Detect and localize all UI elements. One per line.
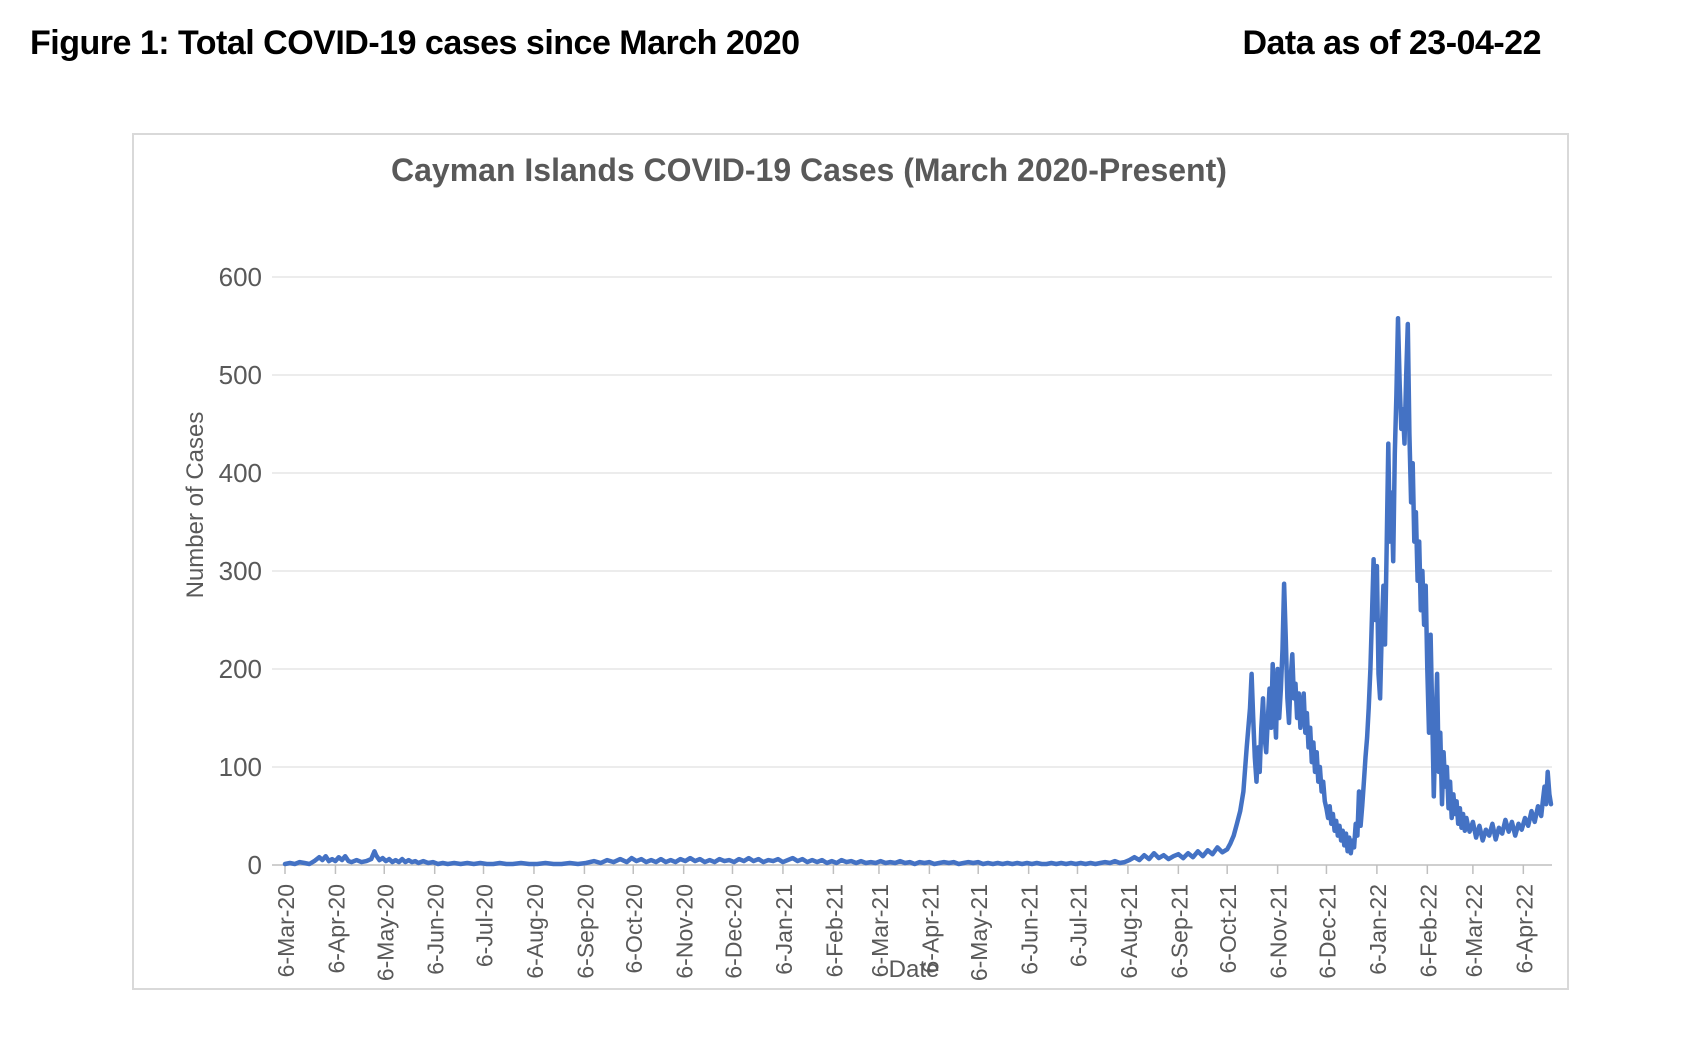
x-axis-tick-label: 6-Jan-22 [1365, 884, 1391, 975]
x-axis-tick-label: 6-Apr-20 [323, 884, 349, 973]
x-axis-tick-label: 6-Dec-20 [720, 884, 746, 979]
x-axis-tick-label: 6-May-20 [372, 884, 398, 981]
y-axis-title: Number of Cases [182, 411, 209, 599]
x-axis-tick-label: 6-Aug-21 [1116, 884, 1142, 979]
y-axis-tick-label: 300 [219, 556, 262, 586]
data-as-of-label: Data as of 23-04-22 [1242, 24, 1541, 62]
chart-title: Cayman Islands COVID-19 Cases (March 202… [391, 152, 1227, 188]
x-axis-tick-label: 6-Jun-21 [1017, 884, 1043, 975]
x-axis-tick-label: 6-Feb-21 [821, 884, 847, 977]
x-axis-tick-label: 6-Sep-20 [572, 884, 598, 979]
x-axis-tick-label: 6-Jun-20 [423, 884, 449, 975]
x-axis-tick-label: 6-Mar-20 [273, 884, 299, 977]
y-axis-tick-label: 200 [219, 654, 262, 684]
x-axis-tick-label: 6-Nov-20 [672, 884, 698, 979]
x-axis-tick-label: 6-Sep-21 [1166, 884, 1192, 979]
y-axis-tick-label: 0 [248, 850, 262, 880]
y-axis-tick-label: 400 [219, 458, 262, 488]
x-axis-tick-label: 6-Aug-20 [522, 884, 548, 979]
x-axis-tick-label: 6-Apr-22 [1511, 884, 1537, 973]
y-axis-tick-label: 600 [219, 262, 262, 292]
covid-cases-line [282, 315, 1554, 867]
y-axis-tick-label: 100 [219, 752, 262, 782]
x-axis-tick-label: 6-Apr-21 [917, 884, 943, 973]
x-axis-tick-label: 6-Dec-21 [1314, 884, 1340, 979]
x-axis-tick-label: 6-Oct-20 [621, 884, 647, 973]
x-axis-title: Date [888, 956, 940, 983]
x-axis-tick-label: 6-Jan-21 [771, 884, 797, 975]
x-axis-tick-label: 6-Jul-21 [1065, 884, 1091, 967]
x-axis-tick-label: 6-Jul-20 [472, 884, 498, 967]
x-axis-tick-label: 6-Oct-21 [1215, 884, 1241, 973]
x-axis-tick-label: 6-Nov-21 [1266, 884, 1292, 979]
chart-container [132, 133, 1569, 990]
x-axis-tick-label: 6-Feb-22 [1415, 884, 1441, 977]
x-axis-tick-label: 6-Mar-21 [867, 884, 893, 977]
x-axis-tick-label: 6-Mar-22 [1461, 884, 1487, 977]
x-axis-tick-label: 6-May-21 [966, 884, 992, 981]
y-axis-tick-label: 500 [219, 360, 262, 390]
figure-caption: Figure 1: Total COVID-19 cases since Mar… [30, 24, 800, 62]
